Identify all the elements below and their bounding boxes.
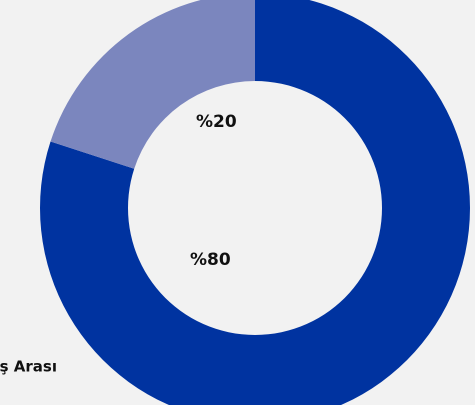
value-label: %80 bbox=[190, 250, 231, 270]
category-label: Yaş Arası bbox=[0, 358, 57, 376]
donut-segment bbox=[40, 0, 470, 405]
value-label: %20 bbox=[196, 112, 237, 132]
donut-segment bbox=[50, 0, 255, 169]
